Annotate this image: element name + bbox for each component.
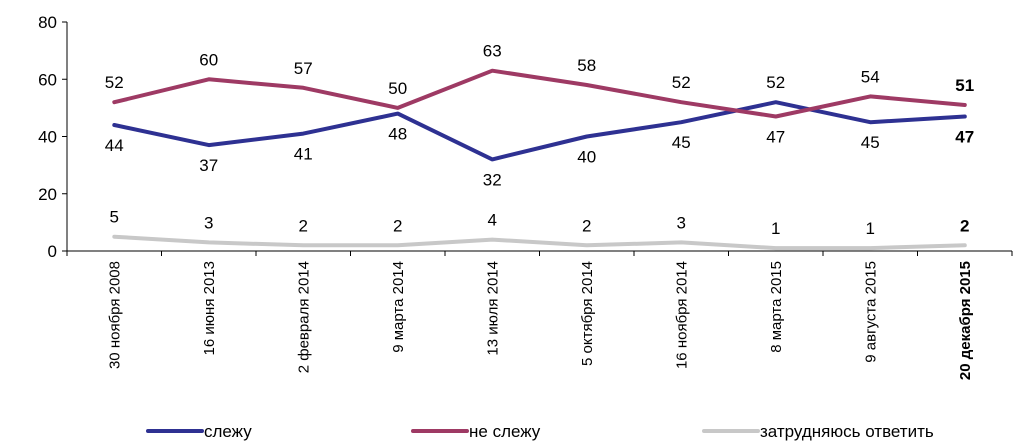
data-label-series-0: 40 — [577, 148, 596, 167]
data-label-series-1: 63 — [483, 42, 502, 61]
data-label-series-1: 58 — [577, 56, 596, 75]
series-line-1 — [112, 68, 967, 119]
y-tick-label: 20 — [38, 185, 57, 204]
data-label-series-1: 52 — [105, 73, 124, 92]
x-tick-label: 9 марта 2014 — [390, 261, 407, 353]
x-tick-label: 30 ноября 2008 — [106, 261, 123, 369]
x-axis-ticks: 30 ноября 2008 16 июня 2013 2 февраля 2014… — [66, 251, 1013, 380]
data-label-series-2: 2 — [960, 216, 969, 235]
data-label-series-2: 4 — [488, 211, 497, 230]
x-tick-label: 16 ноября 2014 — [673, 261, 690, 369]
data-label-series-0: 41 — [294, 145, 313, 164]
series-line-2 — [112, 234, 967, 251]
data-label-series-1: 51 — [955, 76, 974, 95]
data-label-series-0: 37 — [199, 156, 218, 175]
data-label-series-1: 47 — [766, 127, 785, 146]
data-label-series-2: 1 — [771, 219, 780, 238]
x-tick-label: 9 августа 2015 — [862, 261, 879, 363]
legend-label-2: затрудняюсь ответить — [760, 422, 934, 441]
data-label-series-0: 48 — [388, 125, 407, 144]
y-axis-ticks: 0 20 40 60 80 — [38, 13, 67, 261]
data-label-series-2: 2 — [393, 216, 402, 235]
series-line-0 — [112, 100, 967, 162]
data-label-series-0: 32 — [483, 170, 502, 189]
data-labels: 44 52 5 37 60 3 41 57 2 48 50 2 32 63 4 40 58 2 45 52 3 52 47 1… — [105, 42, 974, 238]
data-label-series-2: 2 — [582, 216, 591, 235]
x-tick-label: 8 марта 2015 — [768, 261, 785, 353]
data-label-series-2: 3 — [204, 213, 213, 232]
legend-label-1: не слежу — [469, 422, 541, 441]
data-label-series-0: 44 — [105, 136, 124, 155]
x-tick-label: 20 декабря 2015 — [957, 261, 974, 380]
data-label-series-1: 54 — [861, 67, 880, 86]
data-label-series-0: 52 — [766, 73, 785, 92]
x-tick-label: 16 июня 2013 — [201, 261, 218, 355]
data-label-series-0: 47 — [955, 127, 974, 146]
data-label-series-2: 3 — [677, 213, 686, 232]
y-tick-label: 0 — [48, 242, 57, 261]
y-tick-label: 40 — [38, 128, 57, 147]
data-label-series-1: 57 — [294, 59, 313, 78]
y-tick-label: 60 — [38, 70, 57, 89]
legend: слежу не слежу затрудняюсь ответить — [146, 422, 934, 441]
data-label-series-1: 50 — [388, 79, 407, 98]
legend-label-0: слежу — [204, 422, 252, 441]
series-lines — [112, 68, 967, 251]
data-label-series-2: 2 — [299, 216, 308, 235]
data-label-series-0: 45 — [672, 133, 691, 152]
x-tick-label: 2 февраля 2014 — [295, 261, 312, 373]
data-label-series-0: 45 — [861, 133, 880, 152]
x-tick-label: 5 октября 2014 — [579, 261, 596, 366]
data-label-series-2: 5 — [110, 208, 119, 227]
data-label-series-2: 1 — [866, 219, 875, 238]
data-label-series-1: 52 — [672, 73, 691, 92]
y-tick-label: 80 — [38, 13, 57, 32]
x-tick-label: 13 июля 2014 — [484, 261, 501, 356]
data-label-series-1: 60 — [199, 50, 218, 69]
